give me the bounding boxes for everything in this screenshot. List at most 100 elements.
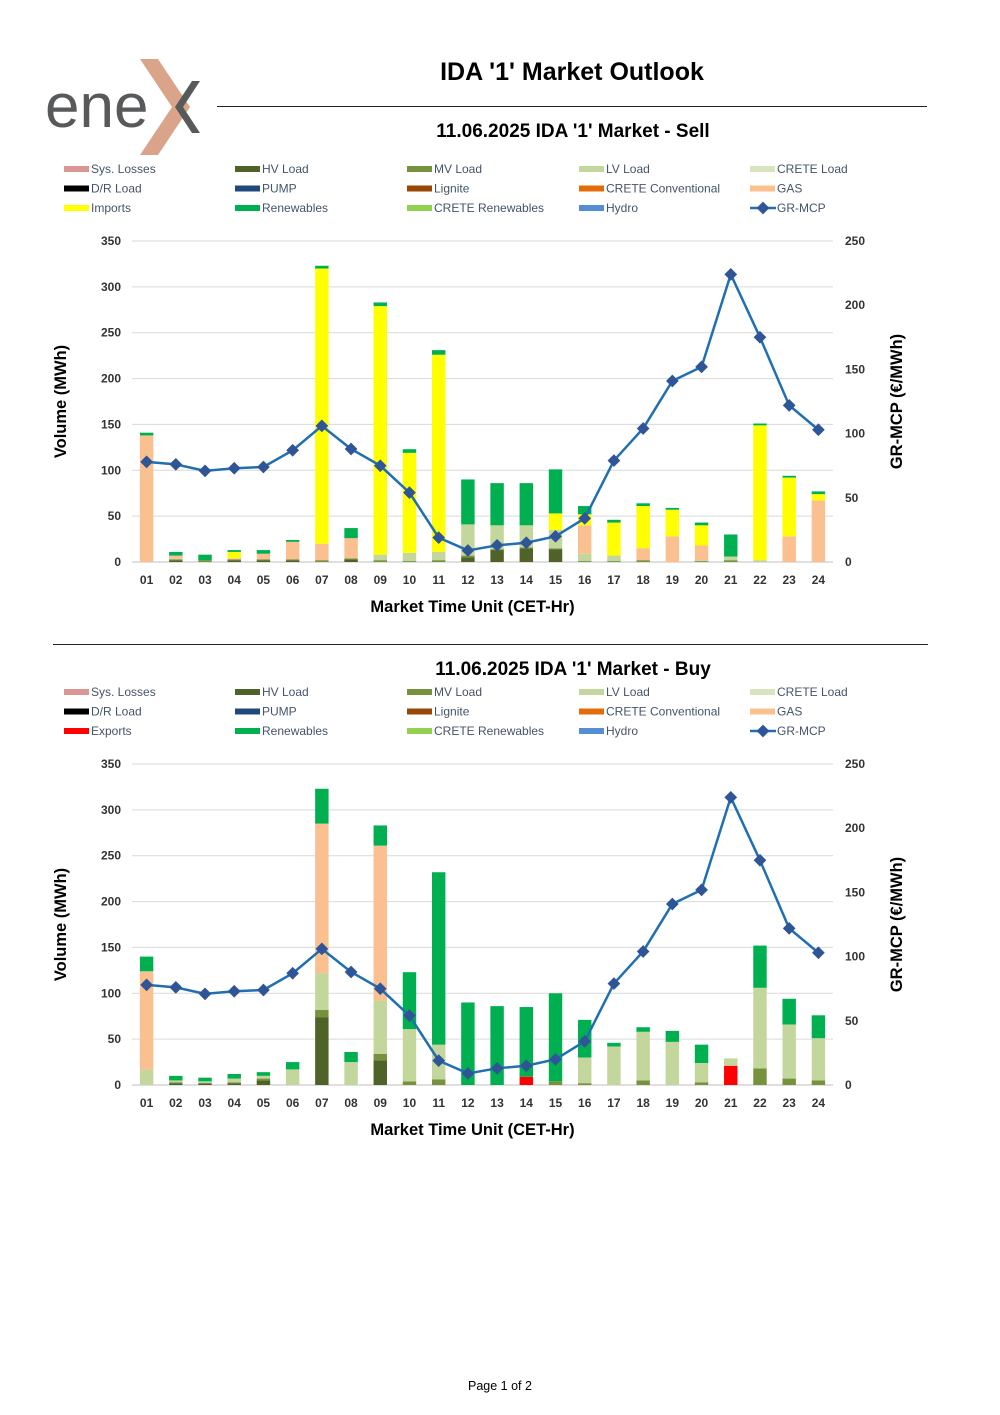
legend-item-exports: Exports <box>64 724 132 738</box>
bar-gas-09 <box>373 845 387 1001</box>
bar-mv-load-09 <box>373 1053 387 1061</box>
bar-lv-load-09 <box>373 554 387 561</box>
bar-renewables-09 <box>373 302 387 307</box>
sell-chart: 11.06.2025 IDA '1' Market - Sell Sys. Los… <box>52 121 906 616</box>
bar-lv-load-20 <box>694 560 709 562</box>
x-tick-label: 14 <box>520 573 534 587</box>
x-tick-label: 16 <box>578 1096 592 1110</box>
x-tick-label: 17 <box>607 573 621 587</box>
bar-renewables-13 <box>490 1006 504 1085</box>
bar-gas-07 <box>315 823 329 974</box>
legend-swatch <box>407 689 432 695</box>
y-tick-label: 200 <box>101 372 121 386</box>
x-tick-label: 10 <box>403 1096 417 1110</box>
bar-renewables-03 <box>198 1077 212 1082</box>
gr-mcp-point-08 <box>344 442 358 456</box>
legend-swatch <box>64 185 89 192</box>
bar-imports-07 <box>315 268 329 544</box>
bar-gas-01 <box>139 971 154 1070</box>
bar-lv-load-22 <box>753 987 767 1069</box>
gr-mcp-line <box>146 793 820 1075</box>
bar-renewables-19 <box>665 1030 680 1042</box>
legend-label: Hydro <box>606 724 638 738</box>
x-tick-label: 19 <box>666 1096 680 1110</box>
bar-imports-15 <box>548 513 563 530</box>
bar-mv-load-23 <box>782 1078 796 1085</box>
bar-mv-load-09 <box>373 560 387 562</box>
bar-mv-load-02 <box>169 559 183 561</box>
y-tick-label: 50 <box>108 509 122 523</box>
legend-label: Renewables <box>262 201 328 215</box>
legend-item-crete-renewables: CRETE Renewables <box>407 724 544 738</box>
bar-hv-load-02 <box>169 560 183 562</box>
legend-label: CRETE Conventional <box>606 182 720 196</box>
legend-swatch <box>750 708 775 715</box>
bar-renewables-15 <box>548 993 563 1082</box>
bar-hv-load-05 <box>256 560 271 562</box>
y2-axis-title: GR-MCP (€/MWh) <box>888 334 906 469</box>
bar-hv-load-15 <box>548 549 563 562</box>
bar-renewables-10 <box>402 449 417 453</box>
gr-mcp-point-19 <box>665 897 679 911</box>
bar-mv-load-11 <box>431 560 446 562</box>
bar-imports-18 <box>636 506 650 549</box>
y-tick-label: 250 <box>101 326 121 340</box>
gr-mcp-point-04 <box>227 461 241 475</box>
x-tick-label: 05 <box>257 1096 271 1110</box>
gr-mcp-point-19 <box>665 374 679 388</box>
bar-lv-load-21 <box>724 556 738 561</box>
legend-swatch <box>235 689 260 695</box>
bar-renewables-02 <box>169 551 183 556</box>
bar-mv-load-16 <box>578 561 592 562</box>
x-tick-label: 02 <box>169 573 183 587</box>
gr-mcp-point-21 <box>724 268 738 281</box>
bar-imports-24 <box>811 494 826 501</box>
chart-title: 11.06.2025 IDA '1' Market - Buy <box>435 659 711 680</box>
bar-exports-21 <box>724 1065 738 1085</box>
bar-lv-load-02 <box>169 558 183 560</box>
bar-mv-load-08 <box>344 558 358 560</box>
x-tick-label: 24 <box>812 1096 826 1110</box>
bar-gas-20 <box>694 545 709 561</box>
section-divider <box>53 644 928 645</box>
legend-label: Renewables <box>262 724 328 738</box>
bar-lv-load-10 <box>402 1029 417 1082</box>
document-title: IDA '1' Market Outlook <box>440 58 704 86</box>
bar-hv-load-13 <box>490 550 504 562</box>
x-tick-label: 09 <box>374 1096 388 1110</box>
legend-label: CRETE Load <box>777 162 848 176</box>
bar-gas-07 <box>315 543 329 561</box>
bar-mv-load-05 <box>256 559 271 561</box>
bar-mv-load-03 <box>198 560 212 562</box>
legend-swatch <box>579 205 604 211</box>
gr-mcp-point-20 <box>695 360 708 374</box>
logo-x-stroke-low <box>175 107 200 133</box>
x-tick-label: 09 <box>374 573 388 587</box>
legend-swatch <box>407 205 432 211</box>
legend-label: MV Load <box>434 685 482 699</box>
x-tick-label: 21 <box>724 573 738 587</box>
bar-lv-load-21 <box>724 1058 738 1066</box>
bar-lv-load-17 <box>607 555 621 562</box>
gr-mcp-point-02 <box>169 981 183 994</box>
legend-label: D/R Load <box>91 705 142 719</box>
gr-mcp-point-13 <box>490 538 504 552</box>
bar-renewables-18 <box>636 503 650 507</box>
legend-label: Lignite <box>434 182 470 196</box>
bar-imports-11 <box>431 354 446 552</box>
x-tick-label: 01 <box>140 1096 154 1110</box>
bar-imports-17 <box>607 522 621 556</box>
legend-swatch <box>235 728 260 734</box>
x-tick-label: 20 <box>695 573 709 587</box>
legend-swatch <box>64 728 89 734</box>
legend-item-gas: GAS <box>750 705 802 719</box>
legend-swatch <box>579 708 604 715</box>
gr-mcp-point-20 <box>695 883 708 897</box>
bar-renewables-13 <box>490 483 504 526</box>
bar-hv-load-12 <box>461 557 475 562</box>
legend-item-gas: GAS <box>750 182 802 196</box>
y-tick-label: 200 <box>101 895 121 909</box>
bar-renewables-12 <box>461 479 475 525</box>
legend-label: HV Load <box>262 685 309 699</box>
bar-gas-16 <box>578 525 592 554</box>
